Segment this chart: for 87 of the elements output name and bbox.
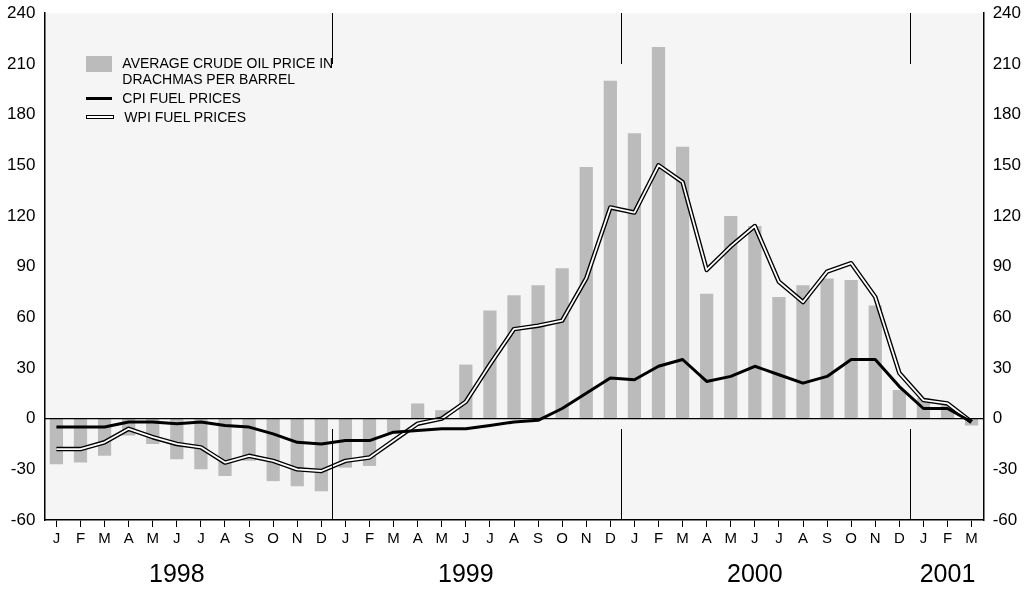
y2-tick-label: 180 [992,104,1022,124]
x-tick-label: A [219,529,230,547]
bar [796,285,810,419]
x-tick-label: M [387,529,400,547]
x-tick-label: J [775,529,783,547]
y2-tick-label: -60 [992,509,1018,529]
bar [483,310,497,419]
x-tick-label: M [724,529,738,547]
bar [748,226,762,419]
x-tick-label: N [291,529,303,547]
x-tick-label: M [676,529,689,547]
y-tick-label: 30 [16,357,36,377]
y2-tick-label: 60 [992,306,1012,326]
y-tick-label: 210 [6,53,36,73]
x-tick-label: M [98,529,111,547]
x-tick-label: F [653,529,664,547]
y-tick-label: 240 [6,2,36,22]
x-tick-label: N [580,529,592,547]
x-tick-label: M [435,529,448,547]
x-tick-label: J [52,529,61,547]
x-tick-label: F [942,529,953,547]
y2-tick-label: 210 [992,53,1022,73]
y-tick-label: -30 [10,459,36,479]
bar [411,403,425,419]
x-tick-label: A [412,529,423,547]
y2-tick-label: 30 [992,357,1012,377]
bar [555,268,569,419]
bar [651,46,666,419]
bar [507,295,521,419]
legend-label: AVERAGE CRUDE OIL PRICE IN DRACHMAS PER BARREL [122,55,335,88]
x-tick-label: D [893,529,905,547]
x-tick-label: O [556,529,568,547]
bar [892,389,906,419]
x-tick-label: J [197,529,205,547]
x-tick-label: O [267,529,279,547]
x-tick-label: N [869,529,881,547]
bar [579,166,593,419]
bar [700,293,714,419]
x-tick-label: J [919,529,928,547]
bar [675,146,690,419]
x-tick-label: S [244,529,255,547]
x-tick-label: S [533,529,544,547]
y2-tick-label: 90 [992,256,1012,276]
bar [844,280,858,419]
x-tick-label: J [173,529,181,547]
y-tick-label: 150 [6,154,36,174]
y-tick-label: -60 [10,509,36,529]
y-tick-label: 0 [25,408,36,428]
x-tick-label: A [123,529,134,547]
legend-label: CPI FUEL PRICES [122,90,242,107]
x-tick-label: F [364,529,375,547]
bar [724,215,738,419]
y-tick-label: 120 [6,205,36,225]
y2-tick-label: -30 [992,459,1018,479]
y-tick-label: 180 [6,104,36,124]
bar [627,133,642,419]
text: 1998 [149,559,205,587]
x-tick-label: J [341,529,350,547]
text: 2001 [919,559,976,587]
y2-tick-label: 120 [992,205,1022,225]
bar [531,285,545,419]
y2-tick-label: 150 [992,154,1022,174]
y2-tick-label: 240 [992,2,1022,22]
x-tick-label: O [845,529,858,547]
x-tick-label: A [701,529,712,547]
x-tick-label: A [508,529,520,547]
x-tick-label: D [315,529,327,547]
y2-tick-label: 0 [992,408,1003,428]
x-tick-label: A [798,529,809,547]
x-tick-label: F [75,529,86,547]
bar [603,80,617,419]
x-tick-label: J [462,529,470,547]
x-tick-label: J [486,529,494,547]
x-tick-label: M [146,529,159,547]
y-tick-label: 60 [16,306,36,326]
text: 1999 [438,559,494,587]
legend-label: WPI FUEL PRICES [124,109,247,126]
bar [820,278,834,419]
x-tick-label: J [630,529,639,547]
x-tick-label: D [604,529,616,547]
text: 2000 [727,559,783,587]
x-tick-label: S [822,529,833,547]
x-tick-label: M [965,529,978,547]
bar [772,297,786,419]
x-tick-label: J [751,529,759,547]
y-tick-label: 90 [16,256,36,276]
bar [868,305,882,419]
